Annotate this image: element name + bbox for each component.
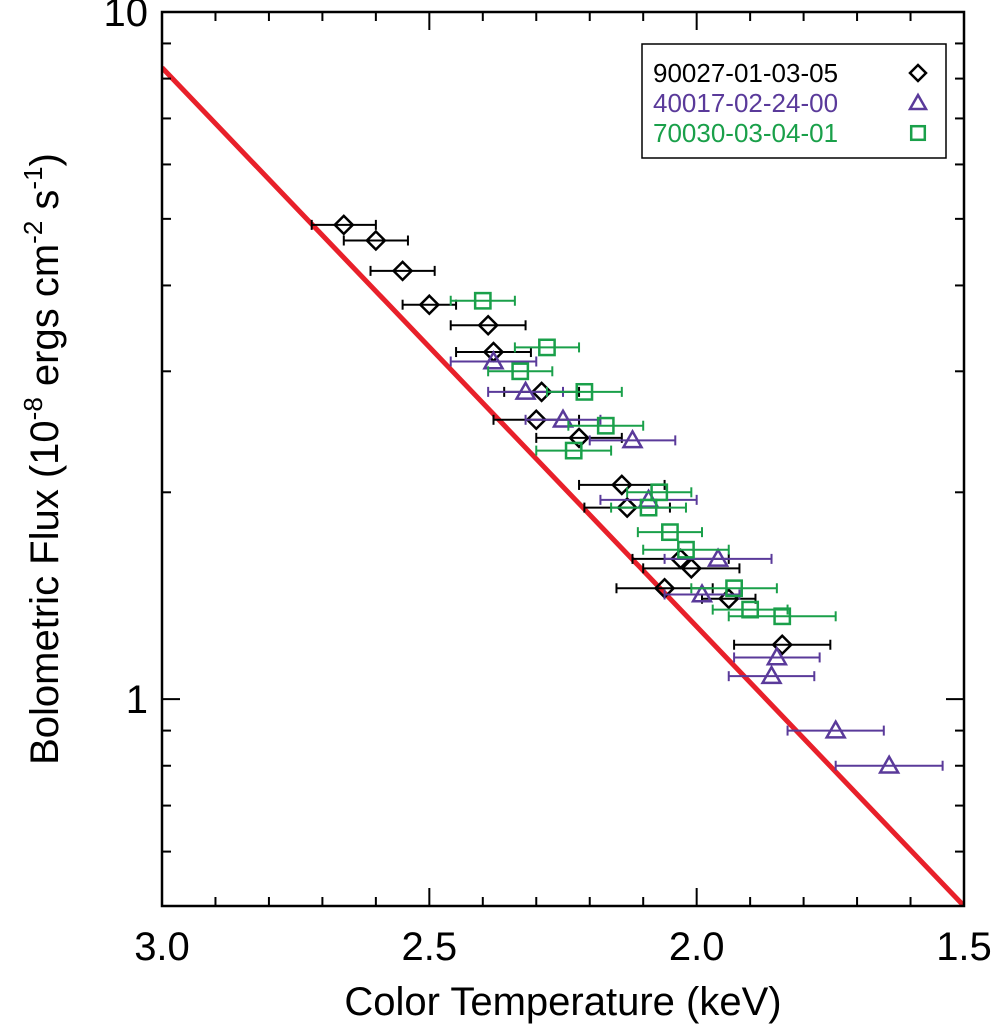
- data-point: [482, 349, 505, 370]
- data-point: [650, 483, 669, 502]
- data-point: [677, 540, 695, 559]
- data-point: [706, 547, 730, 567]
- data-point: [661, 523, 679, 542]
- legend-label: 70030-03-04-01: [653, 118, 838, 148]
- x-tick-label: 1.5: [936, 925, 992, 969]
- x-tick-label: 2.0: [669, 925, 725, 969]
- data-point: [418, 293, 441, 316]
- data-point: [621, 428, 644, 449]
- series-1: [449, 349, 944, 774]
- y-axis-title-exponent: -1: [18, 166, 48, 189]
- legend-label: 40017-02-24-00: [653, 88, 838, 118]
- y-axis-title-part: ergs cm: [23, 244, 67, 397]
- data-point: [690, 582, 714, 603]
- x-axis-title: Color Temperature (keV): [344, 980, 781, 1024]
- data-point: [771, 633, 793, 656]
- data-point: [575, 382, 594, 401]
- y-axis-title-exponent: -2: [18, 221, 48, 244]
- legend-marker: [907, 92, 929, 111]
- legend: 90027-01-03-05 40017-02-24-00 70030-03-0…: [641, 43, 947, 159]
- data-point: [551, 408, 575, 428]
- y-axis-title-exponent: -8: [18, 397, 48, 420]
- data-point: [877, 754, 901, 774]
- y-tick-label: 1: [126, 678, 148, 722]
- x-tick-label: 3.0: [134, 925, 190, 969]
- fit-line: [162, 65, 964, 906]
- data-point: [765, 645, 789, 666]
- data-point: [773, 607, 792, 626]
- series-2: [449, 291, 837, 626]
- data-point: [511, 362, 530, 381]
- data-point: [477, 314, 499, 337]
- legend-box: [641, 43, 947, 159]
- data-point: [616, 496, 638, 519]
- legend-marker: [908, 63, 928, 83]
- data-point: [365, 229, 387, 252]
- data-point: [525, 409, 548, 431]
- data-point: [564, 441, 583, 460]
- data-point: [725, 579, 743, 598]
- x-tick-label: 2.5: [402, 925, 458, 969]
- y-tick-label: 10: [104, 0, 149, 35]
- y-axis-title-part: Bolometric Flux (10: [23, 420, 67, 765]
- y-axis-title-part: ): [23, 153, 67, 166]
- data-point: [473, 291, 492, 310]
- data-point: [596, 416, 615, 435]
- legend-label: 90027-01-03-05: [653, 58, 838, 88]
- data-point: [611, 474, 633, 496]
- plot-frame: [160, 10, 966, 908]
- data-point: [568, 427, 590, 449]
- data-point: [538, 338, 556, 357]
- y-axis-title-part: s: [23, 190, 67, 221]
- data-point: [514, 380, 537, 400]
- data-point: [680, 557, 703, 580]
- legend-marker: [909, 124, 927, 142]
- data-point: [639, 498, 658, 517]
- y-axis-title: Bolometric Flux (10-8 ergs cm-2 s-1): [18, 153, 67, 765]
- data-point: [333, 214, 355, 236]
- data-point: [824, 719, 847, 739]
- data-point: [391, 260, 414, 282]
- data-point: [760, 664, 783, 685]
